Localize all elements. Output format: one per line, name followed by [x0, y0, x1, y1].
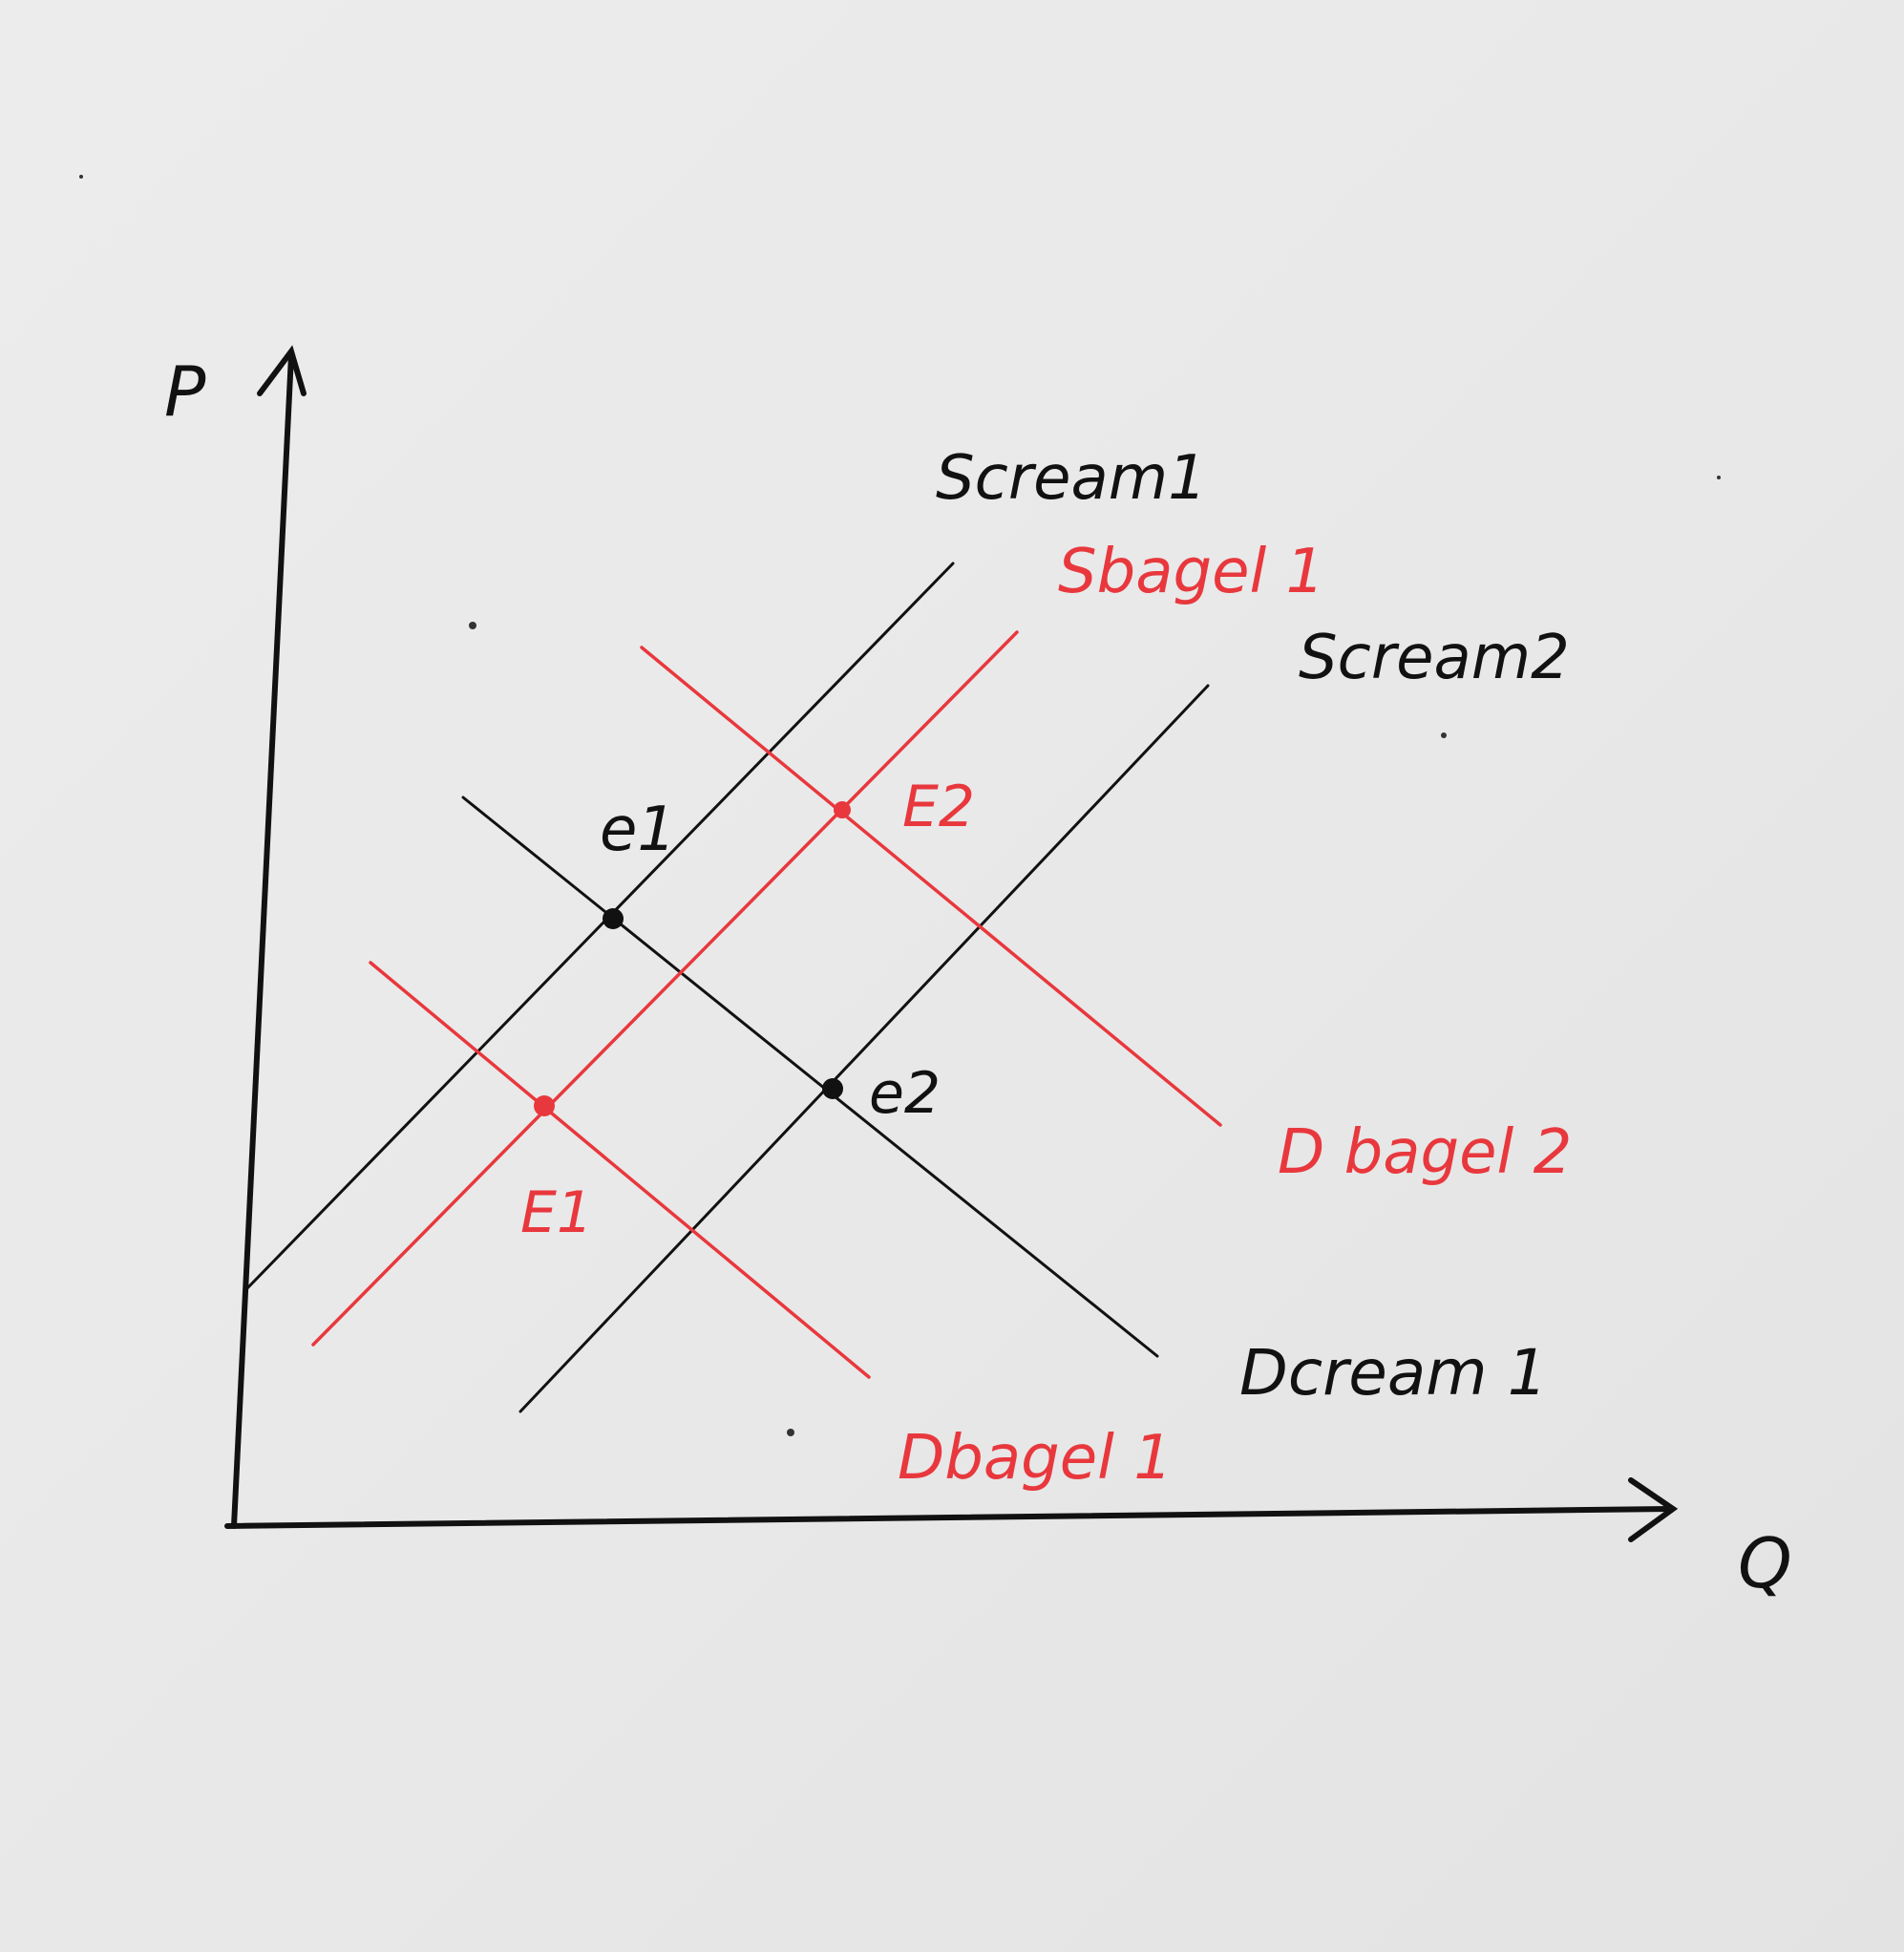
point-e1-label: e1 — [600, 795, 676, 865]
point-e1-dot — [603, 908, 624, 929]
s-cream-1-line — [244, 562, 955, 1291]
x-axis-label: Q — [1738, 1523, 1792, 1603]
d-bagel-1-label: Dbagel 1 — [898, 1423, 1173, 1494]
paper-specks — [79, 175, 1721, 1436]
s-bagel-1-label: Sbagel 1 — [1058, 537, 1324, 607]
d-bagel-2-line — [640, 646, 1222, 1127]
bagel-curves — [311, 630, 1222, 1379]
point-E1-label: E1 — [520, 1179, 593, 1246]
s-cream-2-label: Scream2 — [1299, 623, 1570, 693]
d-bagel-1-line — [369, 961, 871, 1379]
x-axis-arrow — [1628, 1477, 1679, 1542]
axes — [224, 345, 1679, 1542]
d-cream-1-label: Dcream 1 — [1239, 1336, 1548, 1410]
point-e2-label: e2 — [869, 1060, 941, 1127]
s-bagel-1-line — [311, 630, 1019, 1347]
d-cream-1-line — [461, 796, 1159, 1358]
point-e2-dot — [822, 1078, 843, 1099]
s-cream-1-label: Scream1 — [936, 443, 1207, 514]
point-E2-label: E2 — [902, 774, 975, 840]
x-axis — [224, 1506, 1674, 1529]
y-axis — [231, 352, 294, 1529]
d-bagel-2-label: D bagel 2 — [1278, 1117, 1572, 1188]
y-axis-label: P — [164, 351, 206, 432]
y-axis-arrow — [257, 345, 307, 396]
cream-curves — [244, 562, 1210, 1413]
point-E1-dot — [534, 1095, 555, 1116]
s-cream-2-line — [518, 684, 1210, 1413]
point-E2-dot — [834, 801, 851, 818]
